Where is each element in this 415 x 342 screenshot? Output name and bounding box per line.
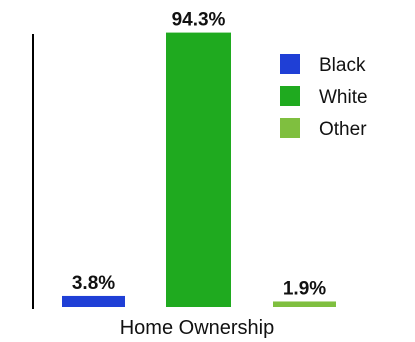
value-label-other: 1.9% xyxy=(283,278,326,299)
bars xyxy=(62,32,336,307)
legend: Black White Other xyxy=(280,54,368,140)
bar-black xyxy=(62,295,125,307)
legend-swatch-white xyxy=(280,86,300,106)
legend-label-other: Other xyxy=(319,119,367,140)
value-labels: 3.8% 94.3% 1.9% xyxy=(72,10,326,300)
value-label-white: 94.3% xyxy=(172,10,226,31)
x-axis-label: Home Ownership xyxy=(120,317,275,339)
legend-swatch-other xyxy=(280,118,300,138)
legend-swatch-black xyxy=(280,54,300,74)
bar-other xyxy=(273,301,336,307)
legend-label-white: White xyxy=(319,87,368,108)
legend-label-black: Black xyxy=(319,55,366,76)
value-label-black: 3.8% xyxy=(72,273,115,294)
bar-white xyxy=(166,32,231,307)
